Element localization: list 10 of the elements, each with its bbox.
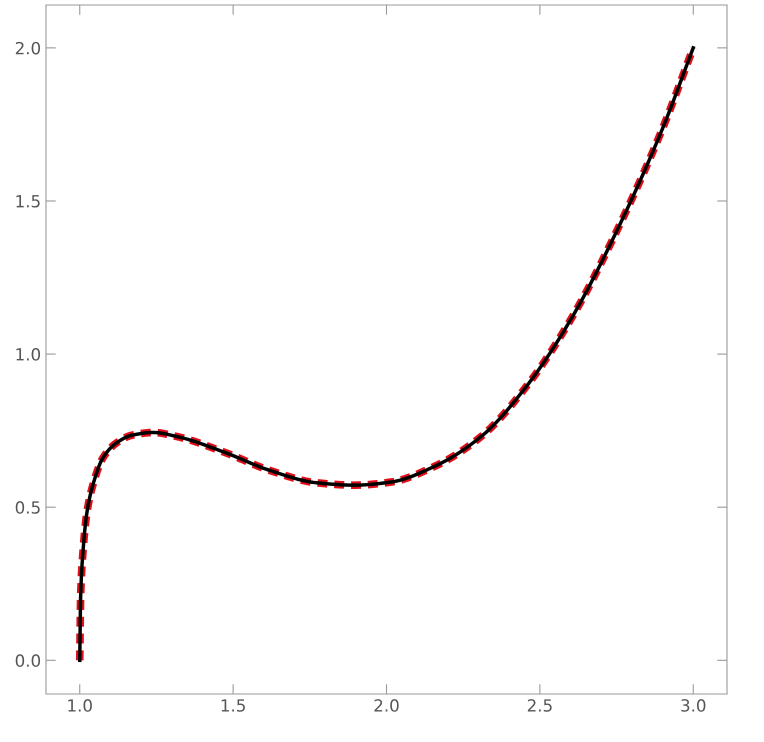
y-tick-label: 1.0	[16, 348, 40, 361]
y-tick-label: 0.0	[16, 654, 40, 667]
x-tick-label: 1.5	[222, 699, 245, 712]
y-tick-label: 0.5	[16, 501, 40, 514]
x-tick-label: 2.5	[528, 699, 552, 712]
y-tick-label: 2.0	[16, 42, 40, 54]
x-tick-label: 1.0	[68, 699, 92, 712]
x-tick-label: 3.0	[681, 699, 706, 712]
x-tick-label: 2.0	[374, 699, 399, 712]
y-tick-label: 1.5	[16, 195, 40, 208]
